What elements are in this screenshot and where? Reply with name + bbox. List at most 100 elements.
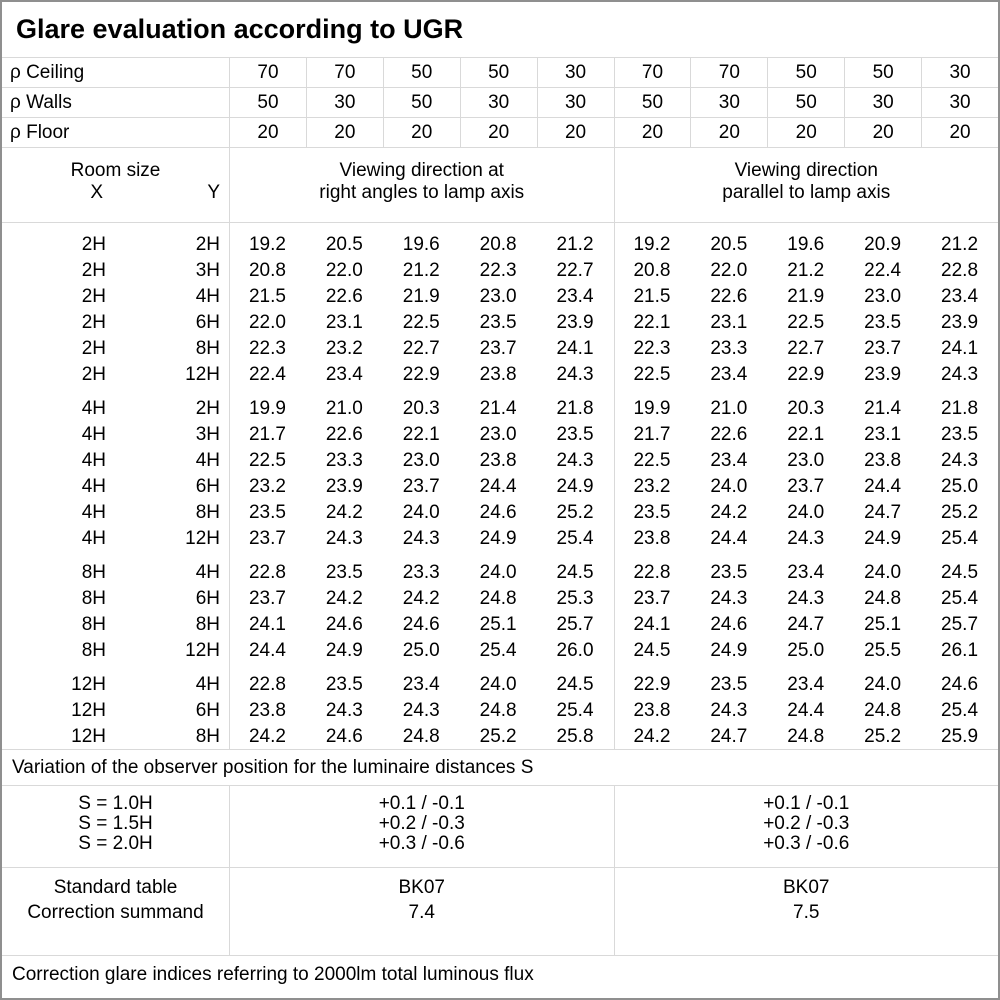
s-value: +0.1 / -0.1 bbox=[763, 793, 850, 814]
ugr-data-row: 4H 8H 23.5 24.2 24.0 24.6 25.2 23.5 24.2 24.0 24.7… bbox=[2, 500, 998, 526]
ugr-value-parallel: 20.3 bbox=[787, 398, 825, 419]
ugr-data-row: 8H 6H 23.7 24.2 24.2 24.8 25.3 23.7 24.3 24.3 24.8… bbox=[2, 586, 998, 612]
room-size-x: 8H bbox=[81, 562, 106, 583]
ugr-value-right-angles: 25.8 bbox=[556, 726, 594, 747]
ugr-value-right-angles: 23.1 bbox=[325, 312, 363, 333]
ugr-value-right-angles: 24.2 bbox=[325, 502, 363, 523]
ugr-value-right-angles: 23.7 bbox=[479, 338, 517, 359]
room-size-x: 12H bbox=[71, 674, 106, 695]
ugr-value-parallel: 24.3 bbox=[710, 700, 748, 721]
ugr-value-right-angles: 23.8 bbox=[479, 364, 517, 385]
reflectance-value: 70 bbox=[229, 58, 306, 87]
ugr-value-parallel: 22.9 bbox=[633, 674, 671, 695]
ugr-value-parallel: 23.4 bbox=[710, 364, 748, 385]
ugr-value-right-angles: 23.9 bbox=[556, 312, 594, 333]
room-size-y: 8H bbox=[195, 338, 220, 359]
room-size-x: 4H bbox=[81, 424, 106, 445]
reflectance-value: 30 bbox=[459, 88, 537, 117]
ugr-value-right-angles: 24.9 bbox=[325, 640, 363, 661]
vertical-divider bbox=[613, 223, 615, 749]
variation-note: Variation of the observer position for t… bbox=[2, 750, 998, 786]
reflectance-value: 50 bbox=[844, 58, 921, 87]
ugr-value-parallel: 21.4 bbox=[864, 398, 902, 419]
ugr-data-rows: 2H 2H 19.2 20.5 19.6 20.8 21.2 19.2 20.5 19.6 20.9… bbox=[2, 232, 998, 750]
ugr-value-parallel: 22.6 bbox=[710, 424, 748, 445]
ugr-value-right-angles: 21.9 bbox=[402, 286, 440, 307]
ugr-value-right-angles: 23.9 bbox=[325, 476, 363, 497]
ugr-value-parallel: 23.5 bbox=[710, 562, 748, 583]
ugr-value-right-angles: 21.5 bbox=[248, 286, 286, 307]
ugr-value-parallel: 25.5 bbox=[864, 640, 902, 661]
ugr-value-parallel: 23.8 bbox=[633, 700, 671, 721]
correction-summand-value: 7.4 bbox=[408, 902, 435, 923]
parallel-header-line1: Viewing direction bbox=[734, 160, 878, 181]
reflectance-value: 20 bbox=[690, 118, 767, 147]
ugr-value-right-angles: 25.0 bbox=[402, 640, 440, 661]
ugr-value-right-angles: 19.2 bbox=[248, 234, 286, 255]
ugr-value-parallel: 24.7 bbox=[710, 726, 748, 747]
ugr-value-right-angles: 24.3 bbox=[402, 700, 440, 721]
ugr-value-parallel: 25.0 bbox=[787, 640, 825, 661]
ugr-value-right-angles: 25.4 bbox=[556, 700, 594, 721]
reflectance-value: 20 bbox=[767, 118, 844, 147]
ugr-data-row: 2H 8H 22.3 23.2 22.7 23.7 24.1 22.3 23.3 22.7 23.7… bbox=[2, 336, 998, 362]
ugr-value-parallel: 25.1 bbox=[864, 614, 902, 635]
ugr-value-right-angles: 23.3 bbox=[325, 450, 363, 471]
ugr-value-right-angles: 25.3 bbox=[556, 588, 594, 609]
s-values-parallel: +0.1 / -0.1 +0.2 / -0.3 +0.3 / -0.6 bbox=[613, 786, 999, 867]
ugr-value-right-angles: 24.6 bbox=[402, 614, 440, 635]
ugr-value-parallel: 25.4 bbox=[941, 700, 979, 721]
ugr-value-right-angles: 23.3 bbox=[402, 562, 440, 583]
reflectance-row: ρ Walls 50 30 50 30 30 50 30 50 30 30 bbox=[2, 88, 998, 118]
reflectance-value: 20 bbox=[613, 118, 691, 147]
ugr-value-parallel: 24.0 bbox=[710, 476, 748, 497]
ugr-value-parallel: 22.0 bbox=[710, 260, 748, 281]
reflectance-value: 70 bbox=[613, 58, 691, 87]
ugr-value-right-angles: 24.4 bbox=[248, 640, 286, 661]
reflectance-row: ρ Floor 20 20 20 20 20 20 20 20 20 20 bbox=[2, 118, 998, 148]
ugr-value-parallel: 23.0 bbox=[787, 450, 825, 471]
ugr-value-right-angles: 25.1 bbox=[479, 614, 517, 635]
ugr-value-right-angles: 23.5 bbox=[556, 424, 594, 445]
ugr-value-parallel: 21.0 bbox=[710, 398, 748, 419]
observer-variation-section: S = 1.0H S = 1.5H S = 2.0H +0.1 / -0.1 +… bbox=[2, 786, 998, 868]
room-size-group: 4H 2H 19.9 21.0 20.3 21.4 21.8 19.9 21.0 20.3 21.4… bbox=[2, 396, 998, 552]
ugr-value-parallel: 25.9 bbox=[941, 726, 979, 747]
ugr-value-parallel: 23.4 bbox=[941, 286, 979, 307]
ugr-value-parallel: 23.3 bbox=[710, 338, 748, 359]
ugr-value-parallel: 24.4 bbox=[710, 528, 748, 549]
ugr-value-parallel: 22.3 bbox=[633, 338, 671, 359]
ugr-value-parallel: 23.1 bbox=[710, 312, 748, 333]
ugr-value-right-angles: 24.5 bbox=[556, 562, 594, 583]
s-label: S = 1.5H bbox=[78, 813, 153, 834]
ugr-value-right-angles: 23.2 bbox=[325, 338, 363, 359]
room-size-x: 8H bbox=[81, 588, 106, 609]
room-size-y: 6H bbox=[195, 312, 220, 333]
ugr-value-right-angles: 24.6 bbox=[325, 726, 363, 747]
room-size-x: 2H bbox=[81, 260, 106, 281]
ugr-value-right-angles: 24.8 bbox=[479, 700, 517, 721]
ugr-value-right-angles: 24.0 bbox=[402, 502, 440, 523]
ugr-value-right-angles: 23.5 bbox=[325, 562, 363, 583]
ugr-data-row: 2H 12H 22.4 23.4 22.9 23.8 24.3 22.5 23.4 22.9 23.… bbox=[2, 362, 998, 388]
ugr-value-parallel: 21.7 bbox=[633, 424, 671, 445]
ugr-value-right-angles: 22.8 bbox=[248, 562, 286, 583]
parallel-header-line2: parallel to lamp axis bbox=[722, 182, 891, 203]
ugr-value-right-angles: 25.7 bbox=[556, 614, 594, 635]
reflectance-value: 50 bbox=[613, 88, 691, 117]
ugr-value-right-angles: 24.5 bbox=[556, 674, 594, 695]
ugr-value-right-angles: 24.3 bbox=[402, 528, 440, 549]
ugr-value-parallel: 23.5 bbox=[941, 424, 979, 445]
ugr-value-right-angles: 22.7 bbox=[556, 260, 594, 281]
room-size-y: 12H bbox=[185, 364, 220, 385]
ugr-value-right-angles: 24.2 bbox=[325, 588, 363, 609]
room-size-xy-labels: X Y bbox=[2, 182, 229, 204]
reflectance-row-label: ρ Walls bbox=[10, 92, 72, 113]
ugr-value-parallel: 19.2 bbox=[633, 234, 671, 255]
ugr-value-parallel: 24.8 bbox=[864, 588, 902, 609]
ugr-value-right-angles: 22.8 bbox=[248, 674, 286, 695]
room-size-y: 12H bbox=[185, 640, 220, 661]
ugr-value-parallel: 20.9 bbox=[864, 234, 902, 255]
ugr-data-row: 8H 8H 24.1 24.6 24.6 25.1 25.7 24.1 24.6 24.7 25.1… bbox=[2, 612, 998, 638]
bk-values-right-angles: BK07 7.4 bbox=[229, 868, 614, 955]
